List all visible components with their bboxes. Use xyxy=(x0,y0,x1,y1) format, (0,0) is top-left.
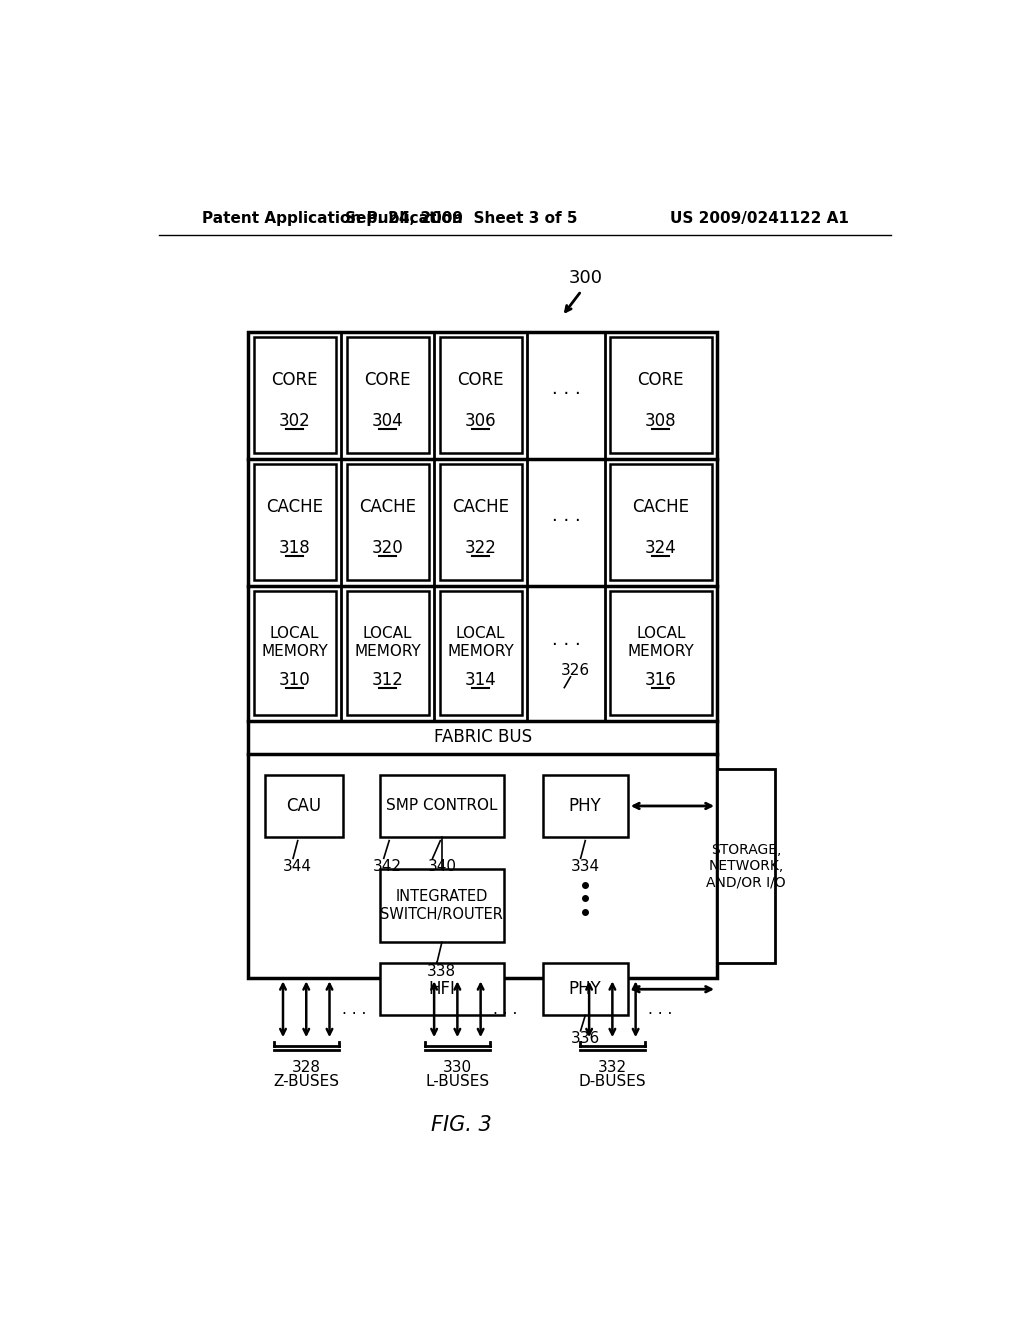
Bar xyxy=(254,465,336,581)
Text: 308: 308 xyxy=(645,412,677,429)
Text: LOCAL
MEMORY: LOCAL MEMORY xyxy=(261,626,328,659)
Bar xyxy=(610,337,712,453)
Text: 344: 344 xyxy=(284,858,312,874)
Text: D-BUSES: D-BUSES xyxy=(579,1074,646,1089)
Text: . . .: . . . xyxy=(342,1002,367,1016)
Text: CACHE: CACHE xyxy=(266,498,324,516)
Bar xyxy=(439,465,521,581)
Text: 322: 322 xyxy=(465,539,497,557)
Text: 340: 340 xyxy=(427,858,457,874)
Text: PHY: PHY xyxy=(569,981,602,998)
Text: US 2009/0241122 A1: US 2009/0241122 A1 xyxy=(670,211,849,226)
Text: 328: 328 xyxy=(292,1060,321,1076)
Text: 306: 306 xyxy=(465,412,497,429)
Text: . . .: . . . xyxy=(648,1002,673,1016)
Text: LOCAL
MEMORY: LOCAL MEMORY xyxy=(354,626,421,659)
Text: PHY: PHY xyxy=(569,797,602,814)
Bar xyxy=(346,337,429,453)
Text: HFI: HFI xyxy=(428,981,456,998)
Text: FABRIC BUS: FABRIC BUS xyxy=(433,729,531,746)
Bar xyxy=(439,337,521,453)
Bar xyxy=(543,775,628,837)
Bar xyxy=(610,465,712,581)
Bar xyxy=(265,775,343,837)
Text: CAU: CAU xyxy=(287,797,322,814)
Text: . . .: . . . xyxy=(494,1002,517,1016)
Text: 332: 332 xyxy=(598,1060,627,1076)
Bar xyxy=(346,465,429,581)
Text: LOCAL
MEMORY: LOCAL MEMORY xyxy=(447,626,514,659)
Text: FIG. 3: FIG. 3 xyxy=(431,1115,492,1135)
Text: 310: 310 xyxy=(279,671,310,689)
Text: . . .: . . . xyxy=(552,507,581,525)
Text: CORE: CORE xyxy=(638,371,684,389)
Text: 304: 304 xyxy=(372,412,403,429)
Bar xyxy=(380,869,504,942)
Text: STORAGE,
NETWORK,
AND/OR I/O: STORAGE, NETWORK, AND/OR I/O xyxy=(707,843,785,890)
Bar xyxy=(346,591,429,715)
Text: . . .: . . . xyxy=(552,380,581,397)
Text: L-BUSES: L-BUSES xyxy=(425,1074,489,1089)
Text: 324: 324 xyxy=(645,539,677,557)
Bar xyxy=(439,591,521,715)
Text: Patent Application Publication: Patent Application Publication xyxy=(202,211,463,226)
Text: 326: 326 xyxy=(560,663,590,678)
Bar xyxy=(380,964,504,1015)
Text: 300: 300 xyxy=(568,269,602,286)
Text: 338: 338 xyxy=(427,964,457,979)
Text: 342: 342 xyxy=(373,858,402,874)
Text: CACHE: CACHE xyxy=(632,498,689,516)
Bar xyxy=(610,591,712,715)
Text: 336: 336 xyxy=(570,1031,600,1045)
Bar xyxy=(543,964,628,1015)
Bar xyxy=(254,591,336,715)
Text: 316: 316 xyxy=(645,671,677,689)
Text: 318: 318 xyxy=(279,539,310,557)
Bar xyxy=(248,331,717,978)
Bar xyxy=(254,337,336,453)
Text: Z-BUSES: Z-BUSES xyxy=(273,1074,339,1089)
Text: 314: 314 xyxy=(465,671,497,689)
Bar xyxy=(380,775,504,837)
Text: 334: 334 xyxy=(570,858,600,874)
Text: 330: 330 xyxy=(442,1060,472,1076)
Text: LOCAL
MEMORY: LOCAL MEMORY xyxy=(628,626,694,659)
Text: CACHE: CACHE xyxy=(453,498,509,516)
Text: CACHE: CACHE xyxy=(359,498,416,516)
Text: . . .: . . . xyxy=(552,631,581,648)
Text: 302: 302 xyxy=(279,412,310,429)
Text: Sep. 24, 2009  Sheet 3 of 5: Sep. 24, 2009 Sheet 3 of 5 xyxy=(345,211,578,226)
Text: SMP CONTROL: SMP CONTROL xyxy=(386,799,498,813)
Text: CORE: CORE xyxy=(365,371,411,389)
Text: 312: 312 xyxy=(372,671,403,689)
Text: CORE: CORE xyxy=(458,371,504,389)
Text: CORE: CORE xyxy=(271,371,317,389)
Text: 320: 320 xyxy=(372,539,403,557)
Text: INTEGRATED
SWITCH/ROUTER: INTEGRATED SWITCH/ROUTER xyxy=(381,890,504,921)
Bar xyxy=(717,770,775,964)
